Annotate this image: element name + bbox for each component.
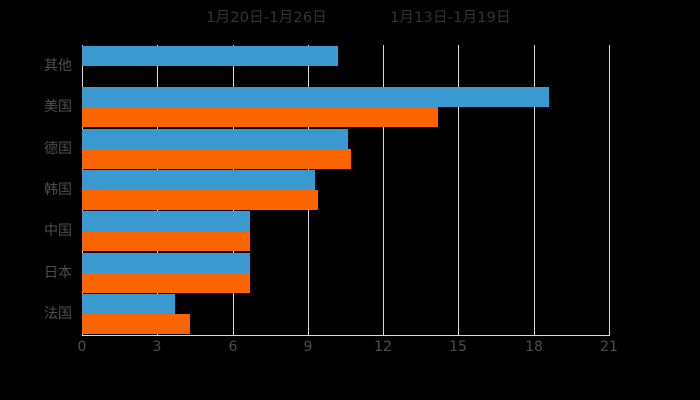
- bar[interactable]: [82, 169, 315, 190]
- legend-item-series-1[interactable]: 1月13日-1月19日: [373, 11, 511, 26]
- x-axis-tick-label: 6: [228, 339, 238, 355]
- legend-marker-circle-icon: [189, 13, 199, 23]
- y-axis-tick-label: 法国: [44, 306, 72, 323]
- legend-item-series-0[interactable]: 1月20日-1月26日: [189, 11, 327, 26]
- bar[interactable]: [82, 45, 338, 66]
- legend-label-series-1: 1月13日-1月19日: [390, 9, 511, 26]
- bar[interactable]: [82, 107, 438, 128]
- bar-group: [82, 169, 609, 210]
- gridline-15: [458, 45, 459, 335]
- y-axis-tick-label: 中国: [44, 223, 72, 240]
- bar-group: [82, 211, 609, 252]
- legend-marker-square-icon: [373, 13, 383, 23]
- bar[interactable]: [82, 211, 250, 232]
- x-axis-labels: 0 3 6 9 12 15 18 21: [0, 340, 700, 364]
- bar-group: [82, 45, 609, 86]
- y-axis-tick-label: 德国: [44, 140, 72, 157]
- x-axis-tick-label: 0: [77, 339, 87, 355]
- bar[interactable]: [82, 272, 250, 293]
- legend-label-series-0: 1月20日-1月26日: [206, 9, 327, 26]
- plot-area: [82, 45, 610, 335]
- bar[interactable]: [82, 148, 351, 169]
- gridline-12: [383, 45, 384, 335]
- x-axis-tick-label: 15: [449, 339, 467, 355]
- bar[interactable]: [82, 189, 318, 210]
- bar[interactable]: [82, 87, 549, 108]
- x-axis-tick-label: 21: [600, 339, 618, 355]
- bar-group: [82, 294, 609, 335]
- bar[interactable]: [82, 128, 348, 149]
- x-axis-tick-label: 3: [152, 339, 162, 355]
- bar-group: [82, 252, 609, 293]
- bar[interactable]: [82, 294, 175, 315]
- x-axis-tick-label: 12: [374, 339, 392, 355]
- x-axis-line: [82, 335, 610, 336]
- y-axis-tick-label: 美国: [44, 99, 72, 116]
- bar[interactable]: [82, 314, 190, 335]
- y-axis-labels: 其他美国德国韩国中国日本法国: [0, 45, 72, 335]
- bar[interactable]: [82, 252, 250, 273]
- chart-legend: 1月20日-1月26日 1月13日-1月19日: [0, 6, 700, 30]
- bar-group: [82, 128, 609, 169]
- y-axis-tick-label: 韩国: [44, 182, 72, 198]
- gridline-18: [534, 45, 535, 335]
- bar[interactable]: [82, 231, 250, 252]
- bar-group: [82, 86, 609, 128]
- gridline-21: [609, 45, 610, 335]
- y-axis-tick-label: 日本: [44, 264, 72, 281]
- y-axis-tick-label: 其他: [44, 57, 72, 74]
- x-axis-tick-label: 18: [525, 339, 543, 355]
- x-axis-tick-label: 9: [303, 339, 313, 355]
